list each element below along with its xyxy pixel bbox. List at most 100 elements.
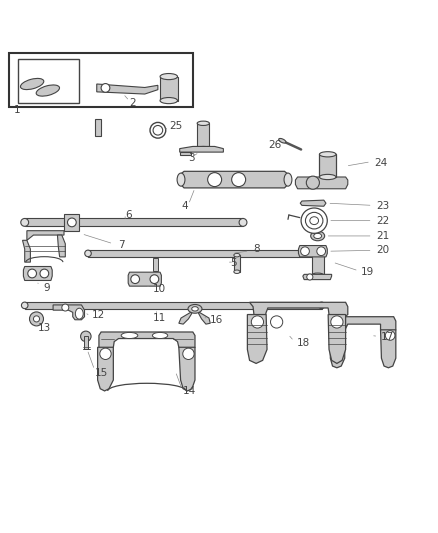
Polygon shape: [98, 348, 113, 391]
Polygon shape: [179, 348, 195, 391]
Bar: [10, 53, 193, 107]
Bar: [311, 249, 324, 275]
Ellipse shape: [153, 125, 162, 135]
Ellipse shape: [311, 247, 324, 251]
Text: 20: 20: [376, 245, 389, 255]
Polygon shape: [298, 246, 327, 257]
Circle shape: [81, 331, 91, 342]
Polygon shape: [330, 330, 345, 368]
Ellipse shape: [21, 219, 28, 227]
Polygon shape: [328, 314, 346, 364]
Text: 17: 17: [381, 332, 394, 342]
Circle shape: [28, 269, 36, 278]
Circle shape: [40, 269, 49, 278]
Bar: [197, 123, 209, 149]
Bar: [64, 214, 79, 231]
Circle shape: [100, 348, 111, 359]
Text: 21: 21: [376, 231, 389, 241]
Text: 4: 4: [182, 201, 188, 211]
Ellipse shape: [310, 217, 318, 224]
Bar: [160, 77, 177, 101]
Text: 15: 15: [95, 368, 108, 377]
Circle shape: [385, 330, 395, 340]
Bar: [88, 251, 319, 257]
Ellipse shape: [305, 212, 323, 229]
Circle shape: [306, 176, 319, 189]
Polygon shape: [53, 305, 85, 320]
Ellipse shape: [121, 333, 138, 338]
Circle shape: [251, 316, 264, 328]
Ellipse shape: [160, 74, 177, 79]
Polygon shape: [303, 274, 332, 280]
Ellipse shape: [75, 308, 83, 319]
Bar: [95, 119, 101, 135]
Text: 16: 16: [210, 315, 223, 325]
Ellipse shape: [197, 121, 209, 125]
Ellipse shape: [160, 98, 177, 103]
Ellipse shape: [188, 304, 202, 313]
Ellipse shape: [314, 233, 321, 239]
Text: 25: 25: [169, 121, 182, 131]
Text: 7: 7: [119, 240, 125, 249]
Polygon shape: [97, 84, 158, 94]
Circle shape: [333, 330, 343, 340]
Circle shape: [101, 84, 110, 92]
Polygon shape: [57, 235, 65, 257]
Ellipse shape: [197, 147, 209, 151]
Polygon shape: [381, 330, 396, 368]
Polygon shape: [180, 171, 289, 188]
Ellipse shape: [234, 253, 240, 257]
Polygon shape: [198, 312, 210, 324]
Text: 5: 5: [230, 258, 237, 268]
Polygon shape: [23, 266, 52, 280]
Text: 8: 8: [253, 244, 260, 254]
Ellipse shape: [36, 85, 60, 96]
Ellipse shape: [279, 139, 286, 143]
Bar: [18, 59, 79, 103]
Polygon shape: [128, 272, 161, 286]
Text: 2: 2: [130, 98, 136, 108]
Circle shape: [232, 173, 246, 187]
Ellipse shape: [192, 306, 198, 311]
Text: 10: 10: [152, 284, 166, 294]
Polygon shape: [300, 200, 326, 206]
Ellipse shape: [301, 208, 327, 233]
Bar: [234, 255, 240, 272]
Text: 12: 12: [92, 310, 105, 320]
Text: 6: 6: [125, 210, 132, 220]
Circle shape: [271, 316, 283, 328]
Polygon shape: [332, 317, 396, 333]
Circle shape: [208, 173, 222, 187]
Bar: [25, 302, 321, 309]
Ellipse shape: [319, 174, 336, 180]
Polygon shape: [180, 147, 223, 152]
Polygon shape: [250, 302, 348, 318]
Ellipse shape: [177, 173, 185, 186]
Bar: [25, 219, 243, 227]
Ellipse shape: [150, 123, 166, 138]
Polygon shape: [22, 240, 30, 262]
Circle shape: [33, 316, 39, 322]
Ellipse shape: [316, 250, 323, 257]
Ellipse shape: [21, 302, 28, 309]
Circle shape: [331, 316, 343, 328]
Ellipse shape: [318, 302, 325, 309]
Text: 26: 26: [268, 140, 281, 150]
Text: 19: 19: [361, 266, 374, 277]
Text: 3: 3: [188, 153, 195, 163]
Ellipse shape: [85, 250, 91, 257]
Ellipse shape: [239, 219, 247, 227]
Circle shape: [300, 247, 309, 256]
Circle shape: [67, 218, 76, 227]
Circle shape: [183, 348, 194, 359]
Ellipse shape: [284, 173, 292, 186]
Circle shape: [131, 275, 140, 284]
Bar: [319, 154, 336, 177]
Text: 11: 11: [152, 312, 166, 322]
Text: 23: 23: [376, 201, 389, 211]
Circle shape: [150, 275, 159, 284]
Text: 9: 9: [43, 284, 50, 293]
Polygon shape: [27, 231, 64, 240]
Bar: [84, 336, 88, 350]
Circle shape: [29, 312, 43, 326]
